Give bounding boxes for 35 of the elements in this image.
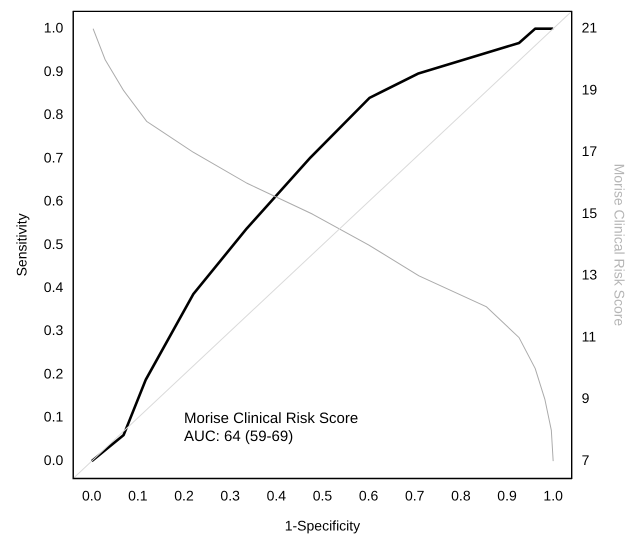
y-tick-label: 0.8 — [44, 106, 64, 122]
y2-axis-title: Morise Clinical Risk Score — [612, 164, 628, 326]
y-tick-label: 0.6 — [44, 192, 64, 209]
x-tick-label: 0.1 — [128, 488, 148, 504]
x-tick-label: 0.5 — [312, 488, 332, 504]
x-tick-label: 0.8 — [451, 488, 471, 504]
x-tick-label: 0.9 — [497, 488, 517, 504]
y-tick-label: 0.5 — [44, 236, 64, 252]
y2-tick-label: 19 — [582, 81, 598, 98]
x-tick-label: 1.0 — [543, 488, 564, 504]
annotation: AUC: 64 (59-69) — [184, 428, 294, 446]
y2-tick-label: 17 — [582, 143, 598, 160]
y-tick-label: 0.2 — [44, 365, 64, 382]
x-axis-title: 1-Specificity — [284, 517, 360, 534]
y-tick-label: 0.0 — [44, 452, 64, 468]
y2-tick-label: 9 — [582, 390, 590, 406]
y2-tick-label: 21 — [582, 20, 598, 36]
y-tick-label: 0.9 — [44, 62, 64, 79]
x-tick-label: 0.3 — [220, 488, 240, 504]
y2-tick-label: 15 — [582, 204, 598, 221]
annotation: Morise Clinical Risk Score — [184, 410, 358, 428]
y-tick-label: 0.1 — [44, 408, 64, 425]
y2-tick-label: 7 — [582, 452, 590, 468]
x-tick-label: 0.6 — [358, 488, 379, 504]
y-tick-label: 1.0 — [44, 20, 64, 36]
y-tick-label: 0.4 — [44, 279, 64, 295]
x-tick-label: 0.4 — [266, 488, 286, 504]
y2-tick-label: 11 — [582, 328, 596, 344]
y2-tick-label: 13 — [582, 266, 598, 283]
x-tick-label: 0.0 — [82, 488, 102, 504]
x-tick-label: 0.7 — [405, 488, 425, 504]
y-tick-label: 0.7 — [44, 149, 64, 166]
x-tick-label: 0.2 — [174, 488, 194, 504]
y-axis-title: Sensitivity — [13, 213, 30, 276]
y-tick-label: 0.3 — [44, 322, 64, 338]
